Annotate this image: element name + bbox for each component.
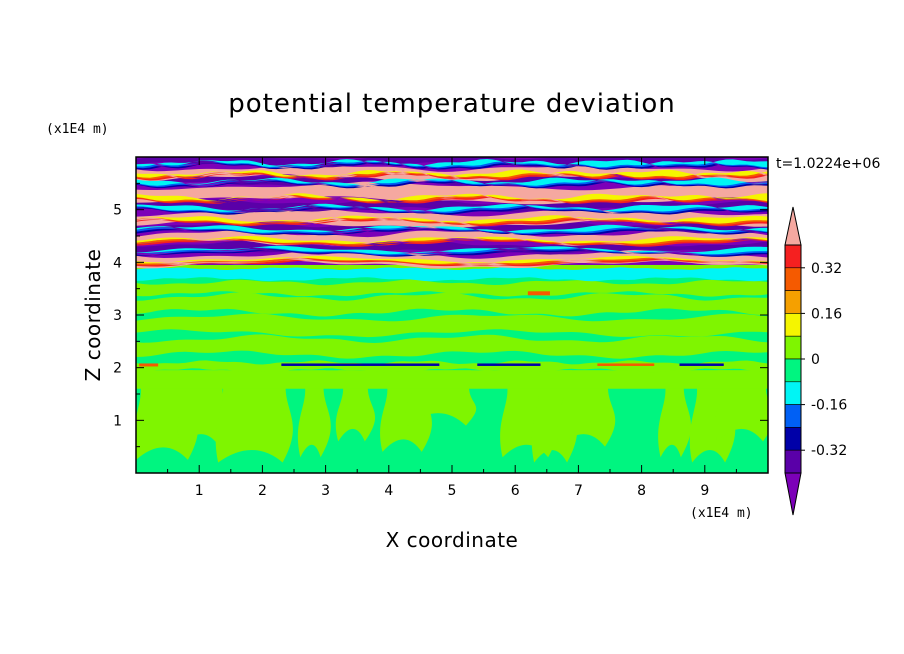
y-tick-label: 3 [113,308,122,324]
front [136,217,768,227]
y-tick-label: 4 [113,255,122,271]
front [136,177,768,186]
colorbar-cell [784,244,802,269]
colorbar-cell [784,267,802,291]
time-label: t=1.0224e+06 [776,156,880,172]
x-axis-label: X coordinate [386,528,519,552]
x-tick-label: 4 [384,483,393,499]
upper-band [136,250,768,269]
x-tick-label: 9 [700,483,709,499]
colorbar-cell [784,313,802,337]
x-axis-unit: (x1E4 m) [690,506,753,521]
front [136,215,768,224]
front [136,172,768,181]
mid-warm [527,291,550,296]
plume [658,370,692,458]
mid-band [136,334,768,359]
mid-band [136,292,768,317]
colorbar-label: -0.16 [811,398,847,414]
front [136,255,768,264]
x-tick-label: 5 [448,483,457,499]
plume [215,370,293,463]
front [136,216,768,225]
x-tick-label: 8 [637,483,646,499]
upper-band [136,208,768,229]
front [136,193,768,202]
x-tick-label: 2 [258,483,267,499]
front [136,224,768,233]
x-tick-label: 3 [321,483,330,499]
y-tick-label: 2 [113,361,122,377]
mid-band [136,279,768,297]
colorbar-cell [784,427,802,451]
colorbar-label: 0.16 [811,306,842,322]
colorbar-cell [784,381,802,405]
front [136,203,768,212]
y-axis-ticks: 1 2 3 4 5 [113,182,768,448]
colorbar-bottom-arrow [784,472,802,516]
front [136,170,768,180]
front [136,245,768,255]
plume [557,370,616,447]
strip-2 [136,360,768,373]
strip-2-cold [679,363,724,366]
x-tick-label: 6 [511,483,520,499]
colorbar-cell [784,358,802,383]
x-axis-ticks: 1 2 3 4 5 6 7 8 9 [167,157,737,499]
x-tick-label: 7 [574,483,583,499]
y-axis-label: Z coordinate [81,249,105,382]
strip-2-warm [139,363,159,367]
strip-2-warm [597,363,655,366]
y-axis-unit: (x1E4 m) [46,122,109,137]
strip-2-cold [281,363,440,366]
front [136,237,768,246]
contour-field [136,157,768,473]
colorbar-label: -0.32 [811,443,847,459]
front [136,235,768,244]
colorbar-cell [784,449,802,474]
plume-top [136,370,768,389]
y-tick-label: 5 [113,203,122,219]
plume [297,370,331,458]
chart-title: potential temperature deviation [228,89,675,119]
y-tick-label: 1 [113,413,122,429]
colorbar-cell [784,335,802,360]
colorbar-cell [784,404,802,428]
front [136,238,768,247]
colorbar: 0.32 0.16 0 -0.16 -0.32 [784,206,847,516]
x-tick-label: 1 [195,483,204,499]
colorbar-cell [784,290,802,314]
colorbar-label: 0 [811,352,820,368]
strip-2-cold [477,363,541,366]
front [136,169,768,178]
colorbar-label: 0.32 [811,261,842,277]
colorbar-top-arrow [784,206,802,246]
mid-band [136,313,768,338]
